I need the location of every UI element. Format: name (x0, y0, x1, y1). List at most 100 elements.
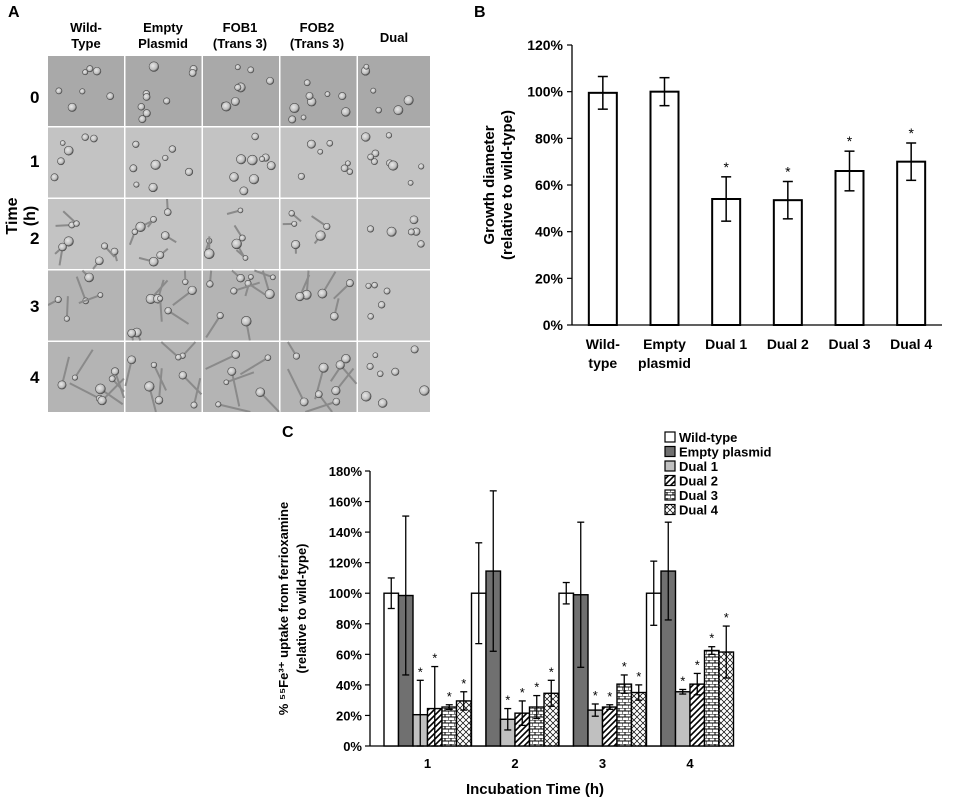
spore (92, 66, 102, 76)
panel-b-letter: B (474, 4, 486, 21)
significance-star: * (549, 664, 554, 679)
bar (649, 90, 680, 326)
hypha (205, 353, 237, 370)
spore (338, 92, 347, 101)
spore (360, 391, 372, 402)
spore (63, 145, 74, 156)
spore (127, 355, 137, 365)
spore (346, 168, 354, 175)
panel-b-chart: 0% 20% 40% 60% 80% 100% 120% Growth diameter (re… (481, 37, 942, 371)
spore (385, 132, 393, 139)
spore (386, 226, 397, 237)
spore (255, 387, 266, 398)
spore (417, 240, 425, 248)
significance-star: * (847, 133, 853, 149)
spore (407, 228, 415, 236)
spore (266, 76, 275, 85)
spore (393, 105, 404, 116)
hypha (69, 382, 101, 400)
spore (264, 354, 272, 361)
spore (137, 103, 146, 111)
spore (132, 140, 140, 148)
y-tick-label: 80% (535, 130, 564, 146)
y-tick-label: 120% (329, 556, 363, 571)
spore (223, 379, 230, 386)
significance-star: * (593, 688, 598, 703)
hypha (335, 367, 355, 392)
spore (248, 274, 254, 280)
spore (335, 360, 345, 370)
spore (324, 91, 331, 98)
spore (188, 69, 197, 77)
legend-swatch (664, 503, 676, 516)
spore (55, 87, 63, 95)
spore (164, 208, 172, 216)
x-tick-label: 2 (511, 756, 518, 771)
spore (248, 174, 260, 185)
bar (896, 160, 927, 326)
micrograph-cell (358, 342, 434, 412)
spore (57, 380, 67, 390)
spore (270, 274, 276, 281)
spore (59, 140, 66, 146)
spore (388, 160, 399, 171)
spore (378, 398, 388, 408)
spore (289, 102, 300, 114)
y-axis-label-line2: (relative to wild-type) (499, 110, 516, 260)
hypha (167, 309, 190, 325)
spore (288, 115, 297, 124)
legend-label: Dual 1 (679, 459, 718, 474)
spore (156, 251, 165, 260)
spore (377, 370, 384, 378)
hypha (160, 341, 180, 359)
time-axis-label: Time (h) (4, 197, 39, 235)
bar (674, 691, 691, 747)
x-tick-label: 1 (424, 756, 431, 771)
spore (409, 215, 419, 225)
micrograph-cell (48, 199, 124, 269)
x-tick-label: Dual 2 (767, 336, 809, 352)
x-tick-label: Dual 1 (705, 336, 747, 352)
spore (108, 375, 116, 383)
micrograph-grid-svg (47, 56, 434, 413)
hypha (74, 349, 94, 379)
spore (84, 272, 94, 283)
spore (221, 101, 232, 112)
y-tick-label: 80% (336, 617, 362, 632)
time-row-label: 0 (30, 88, 40, 107)
y-tick-label: 20% (336, 708, 362, 723)
bar (601, 706, 618, 747)
spore (234, 64, 241, 71)
y-tick-label: 40% (336, 678, 362, 693)
bar (772, 199, 803, 327)
spore (216, 312, 224, 320)
y-tick-label: 140% (329, 525, 363, 540)
spore (162, 154, 169, 162)
spore (251, 132, 259, 141)
spore (259, 156, 266, 163)
spore (230, 97, 240, 106)
spore (67, 102, 77, 112)
spore (366, 225, 375, 233)
spore (230, 287, 238, 295)
spore (110, 367, 120, 376)
legend-swatch (664, 474, 676, 487)
spore (323, 222, 331, 231)
y-tick-label: 120% (527, 37, 563, 53)
spore (63, 236, 74, 247)
significance-star: * (534, 680, 539, 695)
x-tick-label: Dual 4 (890, 336, 932, 352)
spore (303, 79, 311, 87)
x-tick-label: Wild- (586, 336, 620, 352)
column-header: Empty Plasmid (138, 20, 188, 51)
time-row-label: 1 (30, 152, 40, 171)
column-header: FOB2 (Trans 3) (289, 20, 345, 51)
spore (164, 307, 172, 315)
legend-label: Wild-type (679, 430, 737, 445)
significance-star: * (636, 669, 641, 684)
spore (182, 278, 189, 286)
spore (150, 159, 161, 170)
hypha (205, 315, 222, 338)
hypha (233, 281, 261, 292)
spore (330, 312, 339, 321)
